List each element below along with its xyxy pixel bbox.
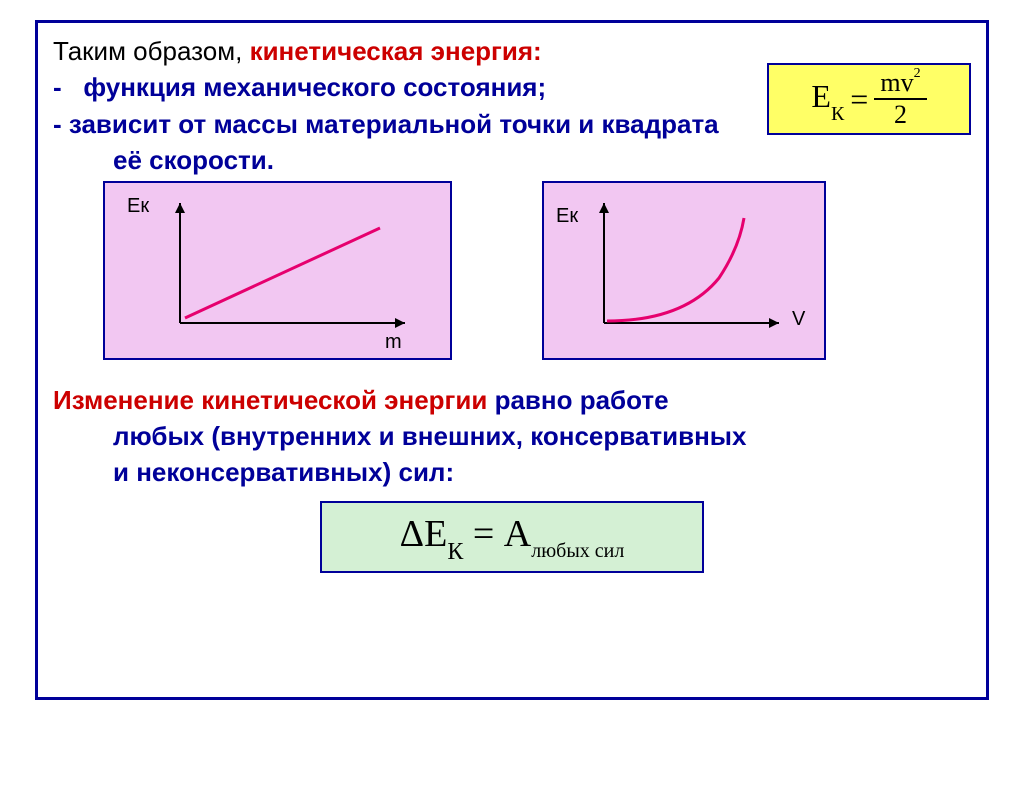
intro-text-plain: Таким образом, xyxy=(53,36,250,66)
graph-ek-vs-v: Eк V xyxy=(542,181,826,360)
formula1-v: v xyxy=(901,68,914,97)
formula2-delta: Δ xyxy=(400,513,424,555)
graph1-linear-line xyxy=(185,228,380,318)
work-energy-formula: ΔЕК = Алюбых сил xyxy=(400,512,625,562)
formula1-m: m xyxy=(880,68,900,97)
formula2-A: А xyxy=(504,513,531,555)
conclusion-red: Изменение кинетической энергии xyxy=(53,385,487,415)
graph2-y-arrow xyxy=(599,203,609,213)
formula1-sub-k: К xyxy=(831,103,844,125)
work-energy-formula-box: ΔЕК = Алюбых сил xyxy=(320,501,704,573)
conclusion-line1: Изменение кинетической энергии равно раб… xyxy=(38,382,986,418)
graph2-x-label: V xyxy=(792,308,805,331)
graph1-y-label: Eк xyxy=(127,195,149,218)
bullet-line-2b: её скорости. xyxy=(38,142,986,178)
formula2-equals: = xyxy=(463,513,503,555)
formula2-sub-k: К xyxy=(447,539,463,565)
kinetic-energy-formula: ЕК = mv2 2 xyxy=(811,70,926,128)
kinetic-energy-formula-box: ЕК = mv2 2 xyxy=(767,63,971,135)
conclusion-line2: любых (внутренних и внешних, консерватив… xyxy=(38,418,986,454)
formula1-sup2: 2 xyxy=(914,66,921,81)
graph1-y-arrow xyxy=(175,203,185,213)
graph1-x-arrow xyxy=(395,318,405,328)
graph2-x-arrow xyxy=(769,318,779,328)
graph2-quadratic-curve xyxy=(607,218,744,321)
graph2-y-label: Eк xyxy=(556,205,578,228)
formula1-fraction: mv2 2 xyxy=(874,70,926,128)
intro-text-red: кинетическая энергия: xyxy=(250,36,542,66)
graph2-svg xyxy=(544,183,824,358)
conclusion-blue1: равно работе xyxy=(487,385,668,415)
bottom-text-block: Изменение кинетической энергии равно раб… xyxy=(38,382,986,491)
conclusion-line3: и неконсервативных) сил: xyxy=(38,454,986,490)
graph-ek-vs-m: Eк m xyxy=(103,181,452,360)
formula2-E: Е xyxy=(424,513,447,555)
slide-frame: Таким образом, кинетическая энергия: - ф… xyxy=(35,20,989,700)
graphs-row: Eк m Eк V xyxy=(38,179,986,360)
formula1-den: 2 xyxy=(894,100,907,128)
formula1-equals: = xyxy=(850,81,868,118)
formula2-sub-text: любых сил xyxy=(531,540,624,562)
bullet1-text: функция механического состояния; xyxy=(83,72,546,102)
graph1-x-label: m xyxy=(385,331,402,354)
formula1-E: Е xyxy=(811,78,831,114)
